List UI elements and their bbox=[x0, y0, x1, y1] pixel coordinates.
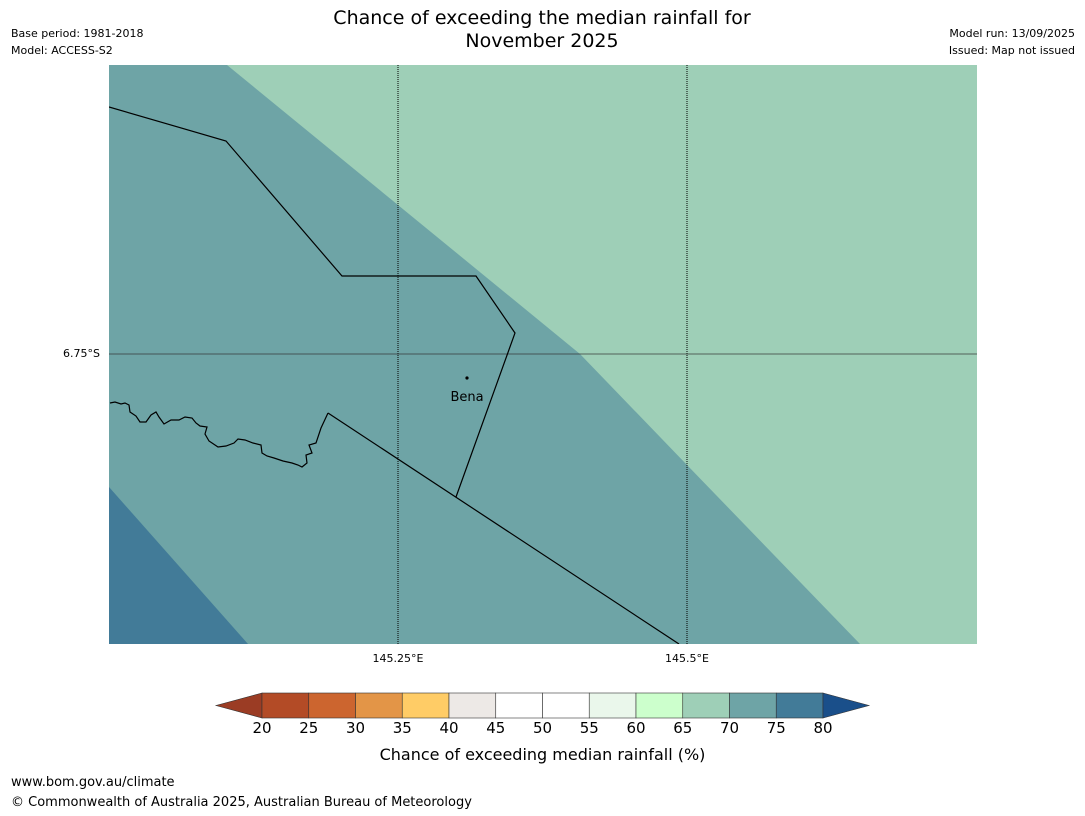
title-line-1: Chance of exceeding the median rainfall … bbox=[333, 7, 751, 29]
colorbar-tick-45: 45 bbox=[486, 719, 506, 737]
colorbar-tick-65: 65 bbox=[673, 719, 693, 737]
map-panel[interactable]: Bena bbox=[109, 65, 977, 644]
colorbar-tick-20: 20 bbox=[252, 719, 272, 737]
model-run: Model run: 13/09/2025 bbox=[949, 27, 1075, 40]
province-boundary-south bbox=[327, 412, 680, 644]
colorbar-tick-35: 35 bbox=[392, 719, 412, 737]
colorbar-label: Chance of exceeding median rainfall (%) bbox=[379, 745, 706, 764]
colorbar-tick-40: 40 bbox=[439, 719, 459, 737]
colorbar-ticks: 20 25 30 35 40 45 50 55 60 65 70 75 80 bbox=[0, 719, 1085, 739]
meta-left: Base period: 1981-2018 Model: ACCESS-S2 bbox=[11, 25, 143, 59]
colorbar-tick-70: 70 bbox=[719, 719, 740, 737]
town-marker-bena bbox=[465, 376, 469, 380]
colorbar-bin-20-25 bbox=[261, 692, 310, 719]
province-boundary-north bbox=[109, 106, 516, 498]
colorbar-bin-35-40 bbox=[401, 692, 450, 719]
model-name: Model: ACCESS-S2 bbox=[11, 44, 113, 57]
colorbar-tick-50: 50 bbox=[532, 719, 553, 737]
colorbar-bin-70-75 bbox=[729, 692, 777, 719]
lat-label: 6.75°S bbox=[63, 347, 100, 360]
colorbar-extend-high bbox=[822, 692, 871, 719]
meta-right: Model run: 13/09/2025 Issued: Map not is… bbox=[949, 25, 1075, 59]
colorbar-tick-55: 55 bbox=[579, 719, 599, 737]
base-period: Base period: 1981-2018 bbox=[11, 27, 144, 40]
colorbar-bin-25-30 bbox=[308, 692, 356, 719]
colorbar-tick-25: 25 bbox=[299, 719, 319, 737]
province-boundary-river bbox=[109, 401, 329, 468]
footer-copyright: © Commonwealth of Australia 2025, Austra… bbox=[11, 795, 472, 810]
colorbar-bin-50-55 bbox=[542, 692, 590, 719]
colorbar-tick-80: 80 bbox=[813, 719, 833, 737]
colorbar-bin-60-65 bbox=[635, 692, 684, 719]
colorbar-extend-low bbox=[214, 692, 263, 719]
colorbar-bin-30-35 bbox=[355, 692, 403, 719]
colorbar-bin-45-50 bbox=[495, 692, 543, 719]
lon-label-145-5: 145.5°E bbox=[665, 652, 709, 665]
colorbar-tick-60: 60 bbox=[626, 719, 646, 737]
zone-75-80 bbox=[109, 487, 248, 644]
colorbar-tick-30: 30 bbox=[345, 719, 366, 737]
colorbar-bin-40-45 bbox=[448, 692, 497, 719]
colorbar-bin-65-70 bbox=[682, 692, 730, 719]
colorbar-bin-55-60 bbox=[588, 692, 637, 719]
colorbar-bin-75-80 bbox=[775, 692, 824, 719]
lon-label-145-25: 145.25°E bbox=[372, 652, 424, 665]
colorbar-tick-75: 75 bbox=[766, 719, 786, 737]
issued-status: Issued: Map not issued bbox=[948, 44, 1075, 57]
town-label-bena: Bena bbox=[450, 390, 483, 405]
footer-website[interactable]: www.bom.gov.au/climate bbox=[11, 775, 175, 790]
page-title: Chance of exceeding the median rainfall … bbox=[242, 7, 842, 53]
title-line-2: November 2025 bbox=[465, 30, 619, 52]
